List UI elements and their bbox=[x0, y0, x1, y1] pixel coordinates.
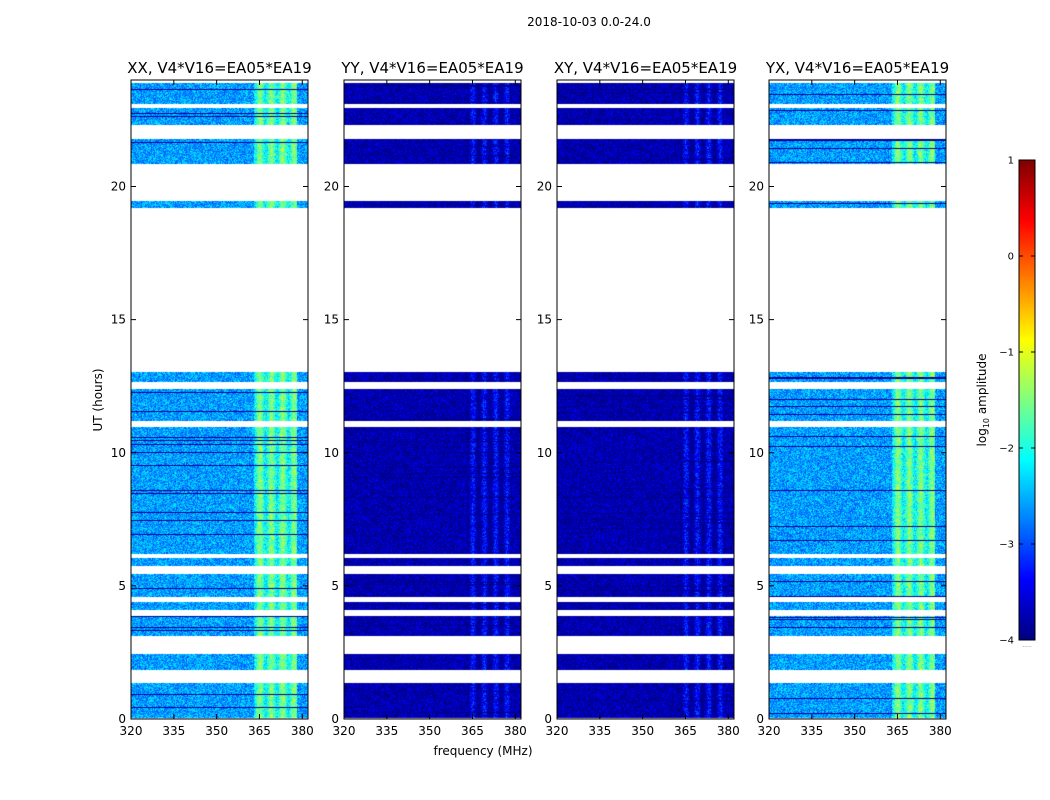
y-tick-label: 20 bbox=[537, 180, 552, 194]
x-tick-label: 320 bbox=[758, 724, 781, 738]
panel-frame-xx bbox=[130, 79, 309, 720]
colorbar-tick-label: −3 bbox=[999, 540, 1014, 551]
y-tick-label: 20 bbox=[111, 180, 126, 194]
x-tick-label: 320 bbox=[546, 724, 569, 738]
y-tick-label: 15 bbox=[749, 313, 764, 327]
colorbar-label: log10 amplitude bbox=[975, 354, 991, 447]
x-tick-label: 350 bbox=[418, 724, 441, 738]
panel-yy: YY, V4*V16=EA05*EA19 320 335 350 365 380 0 5 10 1… bbox=[324, 59, 527, 738]
x-tick-label: 365 bbox=[886, 724, 909, 738]
y-tick-label: 5 bbox=[756, 579, 764, 593]
colorbar-tick-label: −4 bbox=[999, 636, 1014, 647]
y-tick-label: 20 bbox=[749, 180, 764, 194]
colorbar: 1 0 −1 −2 −3 −4 log10 amplitude..... bbox=[975, 156, 1036, 649]
panel-frame-yy bbox=[343, 79, 522, 720]
panel-title-xy: XY, V4*V16=EA05*EA19 bbox=[554, 59, 737, 77]
x-tick-label: 380 bbox=[929, 724, 952, 738]
y-tick-label: 5 bbox=[118, 579, 126, 593]
y-tick-label: 10 bbox=[324, 446, 339, 460]
x-tick-label: 320 bbox=[120, 724, 143, 738]
x-tick-label: 335 bbox=[588, 724, 611, 738]
panel-title-xx: XX, V4*V16=EA05*EA19 bbox=[127, 59, 311, 77]
panel-frame-xy bbox=[556, 79, 735, 720]
x-tick-label: 350 bbox=[843, 724, 866, 738]
panel-frame-yx bbox=[768, 79, 947, 720]
colorbar-tick-label: −2 bbox=[999, 444, 1014, 455]
colorbar-tick-label: −1 bbox=[999, 348, 1014, 359]
y-tick-label: 0 bbox=[331, 712, 339, 726]
colorbar-tick-label: 0 bbox=[1008, 252, 1014, 263]
y-tick-label: 0 bbox=[118, 712, 126, 726]
panel-yx: YX, V4*V16=EA05*EA19 320 335 350 365 380 0 5 10 1… bbox=[749, 59, 952, 738]
y-tick-label: 10 bbox=[537, 446, 552, 460]
panel-xy: XY, V4*V16=EA05*EA19 320 335 350 365 380 0 5 10 1… bbox=[537, 59, 740, 738]
x-tick-label: 365 bbox=[248, 724, 271, 738]
x-tick-label: 335 bbox=[162, 724, 185, 738]
heatmap-image-xx bbox=[131, 80, 308, 719]
x-tick-label: 350 bbox=[631, 724, 654, 738]
y-tick-label: 15 bbox=[537, 313, 552, 327]
x-tick-label: 335 bbox=[800, 724, 823, 738]
heatmap-image-xy bbox=[557, 80, 734, 719]
y-tick-label: 10 bbox=[749, 446, 764, 460]
colorbar-extra-label: ..... bbox=[1022, 642, 1032, 649]
heatmap-image-yx bbox=[769, 80, 946, 719]
y-tick-label: 15 bbox=[324, 313, 339, 327]
panel-xx: XX, V4*V16=EA05*EA19 320 335 350 365 380 0 5 10 1… bbox=[111, 59, 314, 738]
panels: XX, V4*V16=EA05*EA19 320 335 350 365 380 0 5 10 1… bbox=[111, 59, 952, 738]
x-tick-label: 380 bbox=[291, 724, 314, 738]
y-tick-label: 15 bbox=[111, 313, 126, 327]
x-axis-label: frequency (MHz) bbox=[433, 744, 532, 758]
x-tick-label: 350 bbox=[205, 724, 228, 738]
y-tick-label: 0 bbox=[544, 712, 552, 726]
figure-suptitle: 2018-10-03 0.0-24.0 bbox=[527, 15, 651, 29]
x-tick-label: 380 bbox=[717, 724, 740, 738]
colorbar-gradient bbox=[1019, 160, 1035, 640]
y-axis-label: UT (hours) bbox=[91, 368, 105, 431]
heatmap-image-yy bbox=[344, 80, 521, 719]
x-tick-label: 380 bbox=[504, 724, 527, 738]
x-tick-label: 335 bbox=[375, 724, 398, 738]
y-tick-label: 5 bbox=[331, 579, 339, 593]
y-tick-label: 10 bbox=[111, 446, 126, 460]
x-tick-label: 320 bbox=[333, 724, 356, 738]
colorbar-frame bbox=[1018, 159, 1036, 641]
colorbar-tick-label: 1 bbox=[1008, 156, 1014, 167]
panel-title-yy: YY, V4*V16=EA05*EA19 bbox=[340, 59, 523, 77]
x-tick-label: 365 bbox=[461, 724, 484, 738]
y-tick-label: 20 bbox=[324, 180, 339, 194]
x-tick-label: 365 bbox=[674, 724, 697, 738]
panel-title-yx: YX, V4*V16=EA05*EA19 bbox=[765, 59, 949, 77]
y-tick-label: 0 bbox=[756, 712, 764, 726]
y-tick-label: 5 bbox=[544, 579, 552, 593]
